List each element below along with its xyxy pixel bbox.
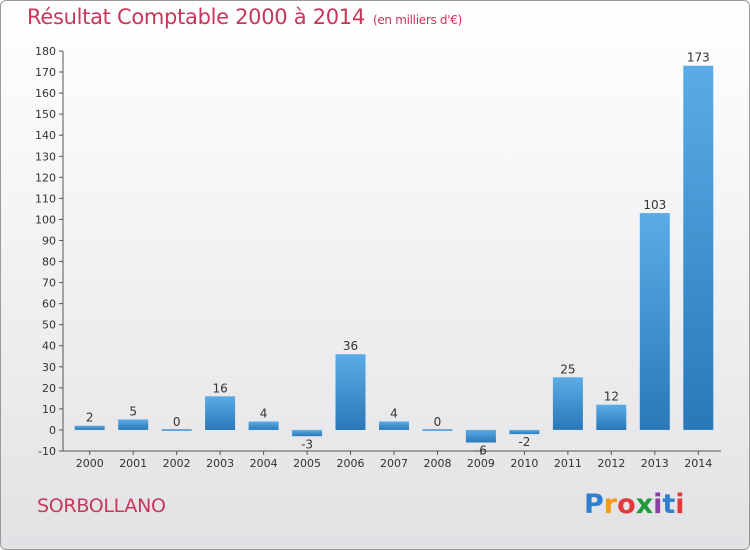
logo-letter: o <box>617 489 636 520</box>
y-tick-label: 90 <box>42 234 56 247</box>
bar-2012 <box>596 404 627 430</box>
y-tick-label: 30 <box>42 361 56 374</box>
x-tick-label: 2009 <box>467 457 495 470</box>
x-tick-label: 2000 <box>76 457 104 470</box>
value-label-2014: 173 <box>687 51 710 65</box>
bar-2001 <box>118 419 149 430</box>
value-label-2013: 103 <box>643 198 666 212</box>
logo-letter: i <box>675 489 685 520</box>
y-tick-label: 140 <box>35 129 56 142</box>
chart-title-text: Résultat Comptable 2000 à 2014 <box>27 5 365 29</box>
x-tick-label: 2004 <box>250 457 278 470</box>
y-tick-label: 170 <box>35 66 56 79</box>
bar-2002 <box>161 429 192 431</box>
value-label-2008: 0 <box>434 415 442 429</box>
bar-2011 <box>552 377 583 430</box>
x-tick-label: 2002 <box>163 457 191 470</box>
bar-2000 <box>74 425 105 430</box>
bar-2009 <box>465 429 496 443</box>
y-tick-label: -10 <box>38 445 56 458</box>
logo-letter: x <box>635 489 654 520</box>
value-label-2004: 4 <box>260 407 268 421</box>
value-label-2007: 4 <box>390 407 398 421</box>
bar-2007 <box>379 421 409 430</box>
logo-letter: r <box>603 489 618 520</box>
x-tick-label: 2008 <box>423 457 451 470</box>
y-tick-label: 100 <box>35 213 56 226</box>
y-tick-label: 0 <box>49 424 56 437</box>
x-tick-label: 2005 <box>293 457 321 470</box>
logo-letter: i <box>653 489 663 520</box>
x-tick-label: 2014 <box>684 457 712 470</box>
y-tick-label: 120 <box>35 171 56 184</box>
y-tick-label: 150 <box>35 108 56 121</box>
y-tick-label: 60 <box>42 298 56 311</box>
x-tick-label: 2012 <box>597 457 625 470</box>
y-tick-label: 50 <box>42 319 56 332</box>
value-label-2002: 0 <box>173 415 181 429</box>
x-tick-label: 2010 <box>510 457 538 470</box>
chart-subtitle: (en milliers d'€) <box>372 13 462 27</box>
x-tick-label: 2007 <box>380 457 408 470</box>
value-label-2001: 5 <box>129 404 137 418</box>
x-tick-label: 2001 <box>119 457 147 470</box>
proxiti-logo[interactable]: Proxiti <box>584 489 685 520</box>
x-tick-label: 2013 <box>641 457 669 470</box>
value-label-2000: 2 <box>86 411 94 425</box>
y-tick-label: 40 <box>42 340 56 353</box>
x-tick-label: 2003 <box>206 457 234 470</box>
y-tick-label: 180 <box>35 45 56 58</box>
bar-2013 <box>639 213 670 430</box>
logo-letter: t <box>662 489 676 520</box>
place-name: SORBOLLANO <box>37 495 166 517</box>
y-tick-label: 80 <box>42 256 56 269</box>
value-label-2003: 16 <box>212 381 227 395</box>
value-label-2006: 36 <box>343 339 358 353</box>
value-label-2005: -3 <box>301 437 313 451</box>
bar-2004 <box>248 421 279 430</box>
bar-2014 <box>683 65 714 430</box>
bar-2008 <box>422 429 453 431</box>
y-tick-label: 20 <box>42 382 56 395</box>
bar-2005 <box>292 429 323 437</box>
chart-title: Résultat Comptable 2000 à 2014 (en millie… <box>27 5 462 29</box>
x-tick-label: 2006 <box>337 457 365 470</box>
bar-2010 <box>509 429 540 435</box>
y-tick-label: 110 <box>35 192 56 205</box>
y-tick-label: 70 <box>42 277 56 290</box>
logo-letter: P <box>584 489 604 520</box>
value-label-2012: 12 <box>604 390 619 404</box>
value-label-2011: 25 <box>560 362 575 376</box>
bar-2006 <box>335 354 366 430</box>
y-tick-label: 10 <box>42 403 56 416</box>
x-tick-label: 2011 <box>554 457 582 470</box>
bar-2003 <box>205 396 236 430</box>
value-label-2010: -2 <box>518 435 530 449</box>
value-label-2009: -6 <box>475 444 487 458</box>
y-tick-label: 160 <box>35 87 56 100</box>
y-tick-label: 130 <box>35 150 56 163</box>
